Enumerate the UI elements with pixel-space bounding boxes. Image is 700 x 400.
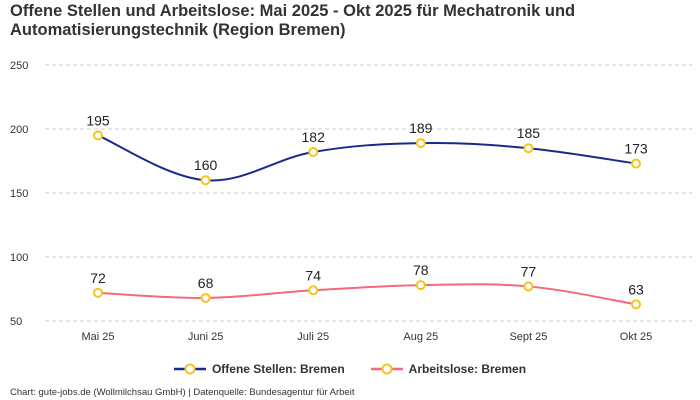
x-tick-label: Mai 25 xyxy=(81,331,114,343)
x-tick-label: Juni 25 xyxy=(188,331,223,343)
legend: Offene Stellen: Bremen Arbeitslose: Brem… xyxy=(0,362,700,376)
x-tick-label: Aug 25 xyxy=(403,331,438,343)
data-point xyxy=(200,175,211,186)
data-point xyxy=(523,143,534,154)
data-point xyxy=(93,130,103,141)
data-point xyxy=(200,292,211,303)
y-tick-label: 50 xyxy=(10,316,22,328)
legend-line-marker-icon xyxy=(173,363,206,375)
legend-line-marker-icon xyxy=(370,363,403,375)
data-point xyxy=(523,281,534,292)
line-chart: 50 100 150 200 250 Mai 25 Juni 25 Juli 25 Aug 25… xyxy=(10,60,692,343)
data-label: 160 xyxy=(194,157,218,173)
legend-item-offene-stellen[interactable]: Offene Stellen: Bremen xyxy=(173,362,345,376)
data-label: 182 xyxy=(302,129,326,145)
x-tick-label: Sept 25 xyxy=(509,331,547,343)
y-tick-label: 200 xyxy=(10,124,28,136)
data-label: 195 xyxy=(86,112,110,128)
data-point xyxy=(631,158,641,169)
source-credit: Chart: gute-jobs.de (Wollmilchsau GmbH) … xyxy=(10,387,355,398)
data-point xyxy=(308,147,319,158)
data-point xyxy=(93,287,103,298)
series-line xyxy=(97,283,637,306)
data-label: 185 xyxy=(517,125,541,141)
legend-label: Offene Stellen: Bremen xyxy=(211,362,345,376)
series-line xyxy=(97,134,637,182)
data-point xyxy=(631,299,641,310)
data-label: 74 xyxy=(305,267,321,283)
data-label: 173 xyxy=(624,141,648,157)
data-point xyxy=(415,138,426,149)
data-label: 189 xyxy=(409,120,433,136)
x-tick-label: Okt 25 xyxy=(620,331,652,343)
y-tick-label: 250 xyxy=(10,60,28,72)
legend-label: Arbeitslose: Bremen xyxy=(408,362,527,376)
data-label: 78 xyxy=(413,262,429,278)
data-label: 63 xyxy=(628,281,644,297)
data-label: 72 xyxy=(90,270,106,286)
chart-title: Offene Stellen und Arbeitslose: Mai 2025… xyxy=(10,2,576,39)
x-tick-label: Juli 25 xyxy=(297,331,329,343)
legend-item-arbeitslose[interactable]: Arbeitslose: Bremen xyxy=(370,362,527,376)
data-label: 77 xyxy=(521,263,537,279)
data-point xyxy=(415,280,426,291)
y-tick-label: 100 xyxy=(10,252,28,264)
data-point xyxy=(308,285,319,296)
data-label: 68 xyxy=(198,275,214,291)
y-tick-label: 150 xyxy=(10,188,28,200)
